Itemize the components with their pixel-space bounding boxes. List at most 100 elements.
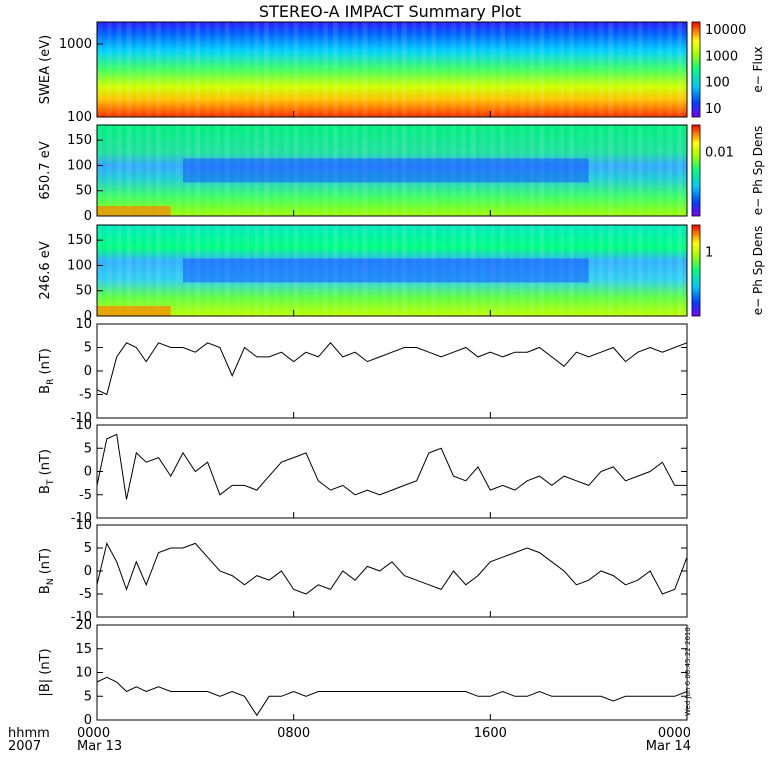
panel-ylabel-2: 650.7 eV xyxy=(38,141,53,199)
spectrogram-texture-1 xyxy=(146,22,152,117)
ytick-label: -10 xyxy=(71,511,92,526)
spectrogram-texture-1 xyxy=(392,22,397,117)
colorbar-tick-label: 1000 xyxy=(705,49,738,64)
panel-frame-1 xyxy=(96,21,688,118)
series-line-7 xyxy=(96,676,688,717)
spectrogram-texture-3 xyxy=(175,225,181,316)
spectrogram-texture-1 xyxy=(382,22,388,117)
spectrogram-texture-3 xyxy=(569,225,574,316)
spectrogram-texture-3 xyxy=(97,225,102,316)
spectrogram-texture-2 xyxy=(205,125,211,216)
spectrogram-texture-3 xyxy=(490,225,496,316)
spectrogram-texture-1 xyxy=(234,22,240,117)
spectrogram-texture-3 xyxy=(519,225,525,316)
series-line-6 xyxy=(96,542,688,595)
spectrogram-texture-1 xyxy=(244,22,250,117)
ytick-label: 5 xyxy=(84,341,92,356)
spectrogram-texture-2 xyxy=(569,125,574,216)
spectrogram-texture-1 xyxy=(342,22,348,117)
xtick-time-label: 1600 xyxy=(474,726,507,741)
ytick-label: 0 xyxy=(84,465,92,480)
spectrogram-texture-2 xyxy=(185,125,191,216)
spectrogram-texture-2 xyxy=(175,125,181,216)
spectrogram-texture-1 xyxy=(500,22,506,117)
spectrogram-texture-3 xyxy=(549,225,555,316)
spectrogram-texture-3 xyxy=(598,225,604,316)
spectrogram-texture-3 xyxy=(205,225,211,316)
spectrogram-texture-2 xyxy=(470,125,476,216)
spectrogram-texture-3 xyxy=(667,225,673,316)
spectrogram-texture-2 xyxy=(352,125,358,216)
spectrogram-texture-3 xyxy=(421,225,427,316)
spectrogram-texture-2 xyxy=(116,125,122,216)
spectrogram-texture-2 xyxy=(362,125,368,216)
spectrogram-texture-3 xyxy=(224,225,230,316)
panel-frame-2 xyxy=(96,124,688,217)
spectrogram-texture-3 xyxy=(313,225,319,316)
spectrogram-texture-3 xyxy=(618,225,624,316)
xtick-date-label: Mar 13 xyxy=(77,739,122,754)
spectrogram-texture-1 xyxy=(352,22,358,117)
ytick-label: 5 xyxy=(84,441,92,456)
spectrogram-texture-1 xyxy=(677,22,683,117)
spectrogram-texture-3 xyxy=(303,225,309,316)
ytick-label: 0 xyxy=(84,364,92,379)
ytick-label: -5 xyxy=(79,388,92,403)
spectrogram-texture-1 xyxy=(441,22,447,117)
spectrogram-texture-3 xyxy=(234,225,240,316)
ytick-label: -10 xyxy=(71,411,92,426)
spectrogram-texture-1 xyxy=(628,22,633,117)
spectrogram-texture-1 xyxy=(254,22,260,117)
ytick-label: -10 xyxy=(71,610,92,625)
ytick-label: 10 xyxy=(75,666,92,681)
ytick-label: 0 xyxy=(84,309,92,324)
spectrogram-texture-3 xyxy=(431,225,437,316)
spectrogram-texture-2 xyxy=(372,125,378,216)
spectrogram-texture-2 xyxy=(549,125,555,216)
ytick-label: 0 xyxy=(84,209,92,224)
spectrogram-texture-2 xyxy=(146,125,152,216)
panel-ylabel-5: BT (nT) xyxy=(38,449,56,494)
spectrogram-texture-1 xyxy=(431,22,437,117)
spectrogram-texture-3 xyxy=(264,225,270,316)
spectrogram-texture-2 xyxy=(578,125,584,216)
spectrogram-texture-3 xyxy=(637,225,643,316)
spectrogram-texture-2 xyxy=(677,125,683,216)
spectrogram-texture-3 xyxy=(411,225,417,316)
spectrogram-texture-2 xyxy=(598,125,604,216)
spectrogram-texture-2 xyxy=(293,125,299,216)
spectrogram-texture-3 xyxy=(116,225,122,316)
spectrogram-texture-2 xyxy=(392,125,397,216)
spectrogram-texture-3 xyxy=(352,225,358,316)
spectrogram-texture-2 xyxy=(97,125,102,216)
spectrogram-texture-3 xyxy=(578,225,584,316)
spectrogram-texture-1 xyxy=(490,22,496,117)
ytick-label: -5 xyxy=(79,587,92,602)
spectrogram-texture-2 xyxy=(244,125,250,216)
spectrogram-texture-3 xyxy=(677,225,683,316)
spectrogram-texture-1 xyxy=(195,22,201,117)
spectrogram-texture-1 xyxy=(274,22,279,117)
spectrogram-texture-1 xyxy=(333,22,338,117)
spectrogram-texture-2 xyxy=(451,125,456,216)
colorbar-tick-label: 10 xyxy=(705,102,722,117)
spectrogram-texture-1 xyxy=(657,22,663,117)
spectrogram-texture-2 xyxy=(421,125,427,216)
spectrogram-texture-1 xyxy=(529,22,535,117)
spectrogram-texture-3 xyxy=(254,225,260,316)
spectrogram-texture-3 xyxy=(529,225,535,316)
spectrogram-texture-2 xyxy=(490,125,496,216)
panel-frame-7 xyxy=(96,624,688,721)
spectrogram-texture-2 xyxy=(283,125,289,216)
spectrogram-texture-3 xyxy=(559,225,565,316)
spectrogram-texture-1 xyxy=(569,22,574,117)
spectrogram-texture-3 xyxy=(106,225,112,316)
spectrogram-texture-2 xyxy=(519,125,525,216)
colorbar-tick-label: 10000 xyxy=(705,23,746,38)
spectrogram-texture-1 xyxy=(411,22,417,117)
spectrogram-texture-3 xyxy=(195,225,201,316)
spectrogram-texture-1 xyxy=(205,22,211,117)
panel-ylabel-3: 246.6 eV xyxy=(38,241,53,299)
spectrogram-texture-1 xyxy=(293,22,299,117)
